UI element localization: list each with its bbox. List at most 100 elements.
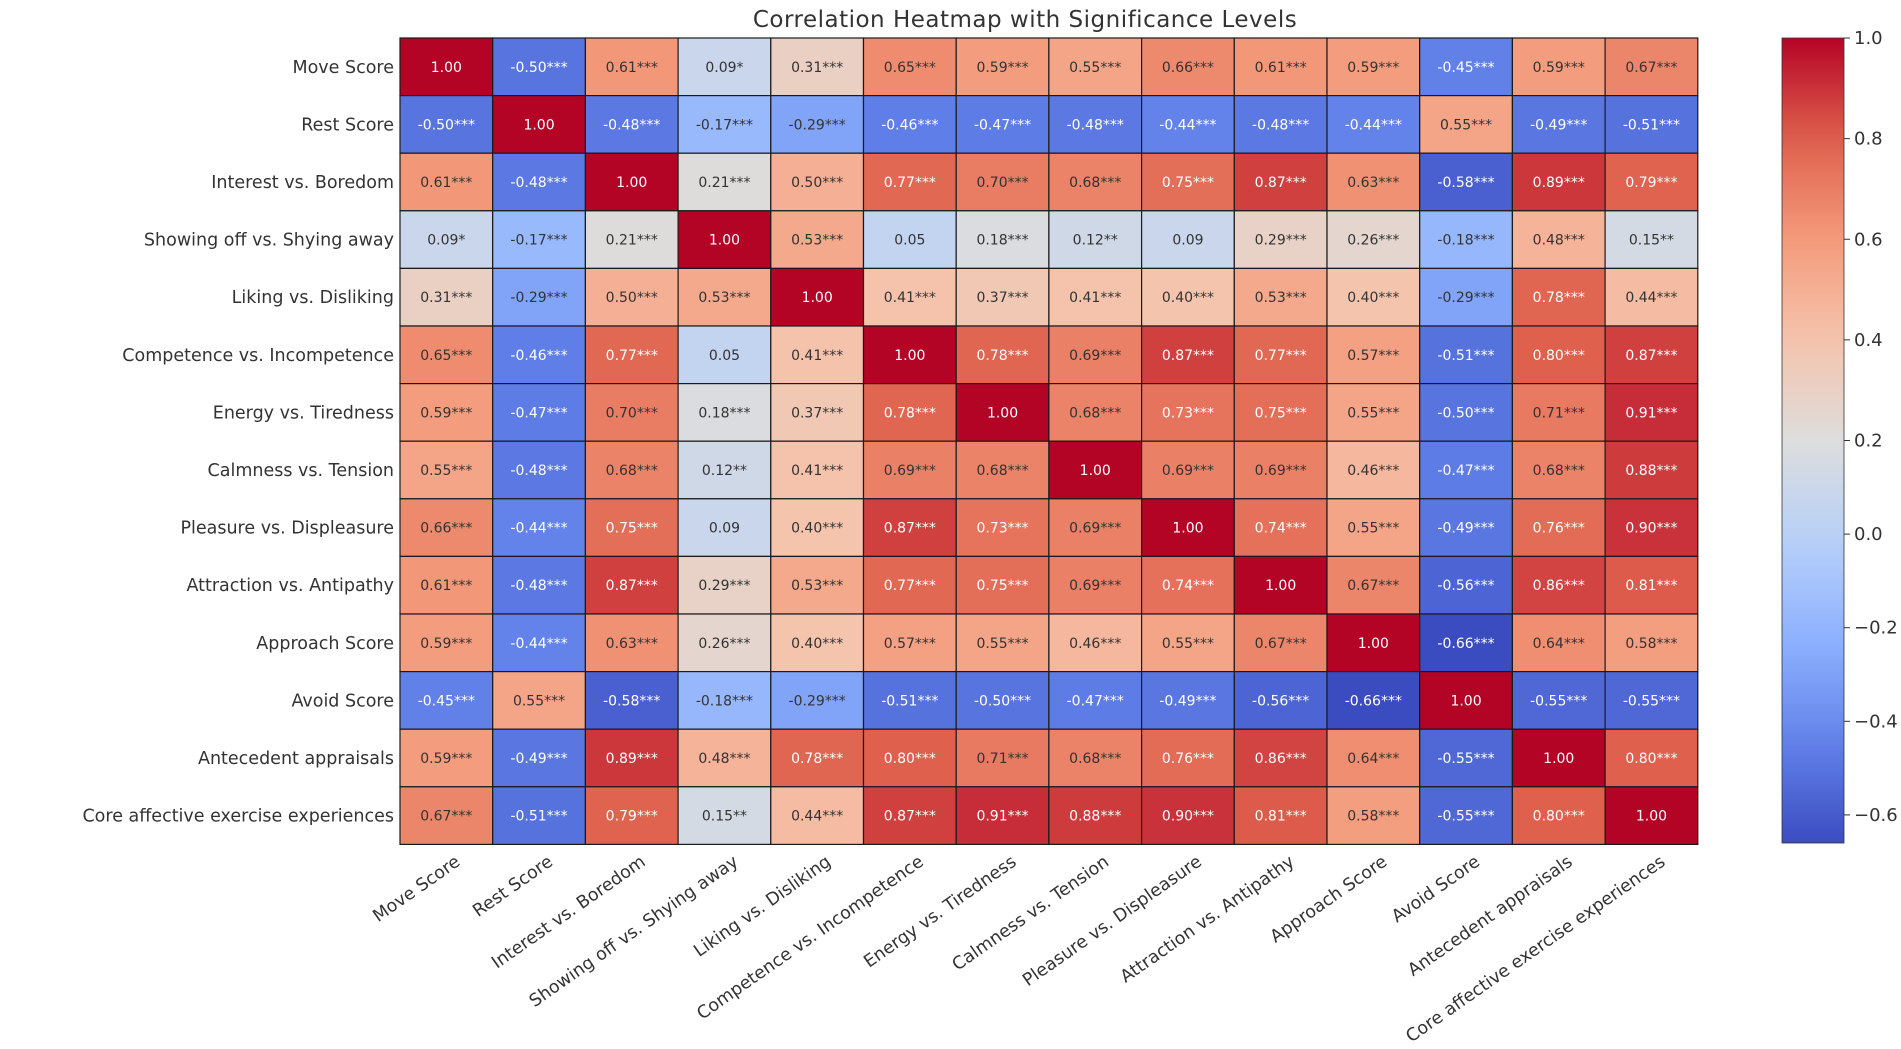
- colorbar-tick-label: −0.2: [1854, 618, 1898, 639]
- cell-value-label: -0.50***: [510, 60, 567, 76]
- cell-value-label: -0.49***: [1530, 117, 1587, 133]
- cell-value-label: 0.76***: [1533, 521, 1585, 537]
- colorbar-tick-label: 0.8: [1854, 129, 1883, 150]
- cell-value-label: 0.76***: [1162, 751, 1214, 767]
- heatmap-cell: [1140, 94, 1235, 154]
- cell-value-label: 0.46***: [1069, 636, 1121, 652]
- heatmap-cell: [1511, 728, 1606, 788]
- heatmap-cell: [492, 37, 587, 97]
- heatmap-cell: [1233, 440, 1328, 500]
- heatmap-cell: [1604, 555, 1699, 615]
- cell-value-label: 1.00: [1636, 809, 1667, 825]
- cell-value-label: 0.89***: [606, 751, 658, 767]
- heatmap-cell: [862, 786, 957, 845]
- heatmap-cell: [1326, 325, 1421, 385]
- heatmap-cell: [770, 555, 865, 615]
- cell-value-label: 0.68***: [976, 463, 1028, 479]
- cell-value-label: -0.55***: [1530, 693, 1587, 709]
- cell-value-label: 1.00: [1080, 463, 1111, 479]
- heatmap-cell: [1511, 325, 1606, 385]
- cell-value-label: 0.41***: [1069, 290, 1121, 306]
- cell-value-label: 0.78***: [976, 348, 1028, 364]
- heatmap-cell: [955, 728, 1050, 788]
- heatmap-cell: [862, 210, 957, 270]
- cell-value-label: 0.71***: [1533, 405, 1585, 421]
- cell-value-label: 1.00: [431, 60, 462, 76]
- cell-value-label: -0.51***: [510, 809, 567, 825]
- cell-value-label: -0.56***: [1252, 693, 1309, 709]
- heatmap-cell: [492, 325, 587, 385]
- cell-value-label: -0.44***: [1345, 117, 1402, 133]
- cell-value-label: -0.51***: [881, 693, 938, 709]
- cell-value-label: 0.74***: [1162, 578, 1214, 594]
- heatmap-cell: [584, 210, 679, 270]
- cell-value-label: 0.37***: [791, 405, 843, 421]
- cell-value-label: 0.91***: [976, 809, 1028, 825]
- cell-value-label: 0.87***: [884, 809, 936, 825]
- cell-value-label: -0.49***: [1437, 521, 1494, 537]
- heatmap-cell: [1048, 728, 1143, 788]
- cell-value-label: -0.18***: [1437, 233, 1494, 249]
- heatmap-cell: [1140, 440, 1235, 500]
- heatmap-cell: [1419, 325, 1513, 385]
- cell-value-label: 0.81***: [1625, 578, 1677, 594]
- cell-value-label: -0.49***: [1159, 693, 1216, 709]
- cell-value-label: 0.77***: [884, 175, 936, 191]
- cell-value-label: 0.53***: [791, 578, 843, 594]
- heatmap-cell: [1604, 670, 1699, 730]
- cell-value-label: 0.55***: [1069, 60, 1121, 76]
- cell-value-label: -0.50***: [974, 693, 1031, 709]
- heatmap-cell: [677, 555, 772, 615]
- cell-value-label: 0.75***: [976, 578, 1028, 594]
- heatmap-cell: [1048, 152, 1143, 212]
- cell-value-label: -0.55***: [1437, 751, 1494, 767]
- cell-value-label: 0.68***: [1069, 751, 1121, 767]
- cell-value-label: 0.81***: [1255, 809, 1307, 825]
- heatmap-cell: [1048, 613, 1143, 673]
- row-tick-label: Move Score: [292, 58, 394, 78]
- heatmap-cell: [1511, 383, 1606, 442]
- cell-value-label: 0.48***: [698, 751, 750, 767]
- cell-value-label: 0.18***: [976, 233, 1028, 249]
- heatmap-cell: [770, 786, 865, 845]
- heatmap-cell: [955, 613, 1050, 673]
- cell-value-label: 0.67***: [1625, 60, 1677, 76]
- cell-value-label: 0.69***: [1069, 578, 1121, 594]
- cell-value-label: 0.50***: [606, 290, 658, 306]
- cell-value-label: 0.80***: [1533, 348, 1585, 364]
- colorbar-tick-label: 0.4: [1854, 330, 1883, 351]
- cell-value-label: 0.05: [894, 233, 925, 249]
- cell-value-label: 0.68***: [1533, 463, 1585, 479]
- cell-value-label: 0.55***: [1162, 636, 1214, 652]
- cell-value-label: 0.61***: [420, 578, 472, 594]
- cell-value-label: -0.48***: [510, 578, 567, 594]
- heatmap-cell: [862, 498, 957, 557]
- heatmap-cell: [1604, 613, 1699, 673]
- cell-value-label: 0.40***: [1347, 290, 1399, 306]
- cell-value-label: -0.66***: [1345, 693, 1402, 709]
- heatmap-cell: [1419, 440, 1513, 500]
- heatmap-cell: [1326, 498, 1421, 557]
- cell-value-label: -0.48***: [603, 117, 660, 133]
- colorbar-tick-label: 0.0: [1854, 524, 1883, 545]
- cell-value-label: 0.67***: [1347, 578, 1399, 594]
- heatmap-cell: [677, 94, 772, 154]
- cell-value-label: 0.55***: [420, 463, 472, 479]
- cell-value-label: 1.00: [1543, 751, 1574, 767]
- cell-value-label: 0.57***: [1347, 348, 1399, 364]
- cell-value-label: 0.53***: [791, 233, 843, 249]
- cell-value-label: 0.40***: [791, 636, 843, 652]
- heatmap-cell: [955, 498, 1050, 557]
- cell-value-label: 1.00: [616, 175, 647, 191]
- cell-value-label: -0.17***: [696, 117, 753, 133]
- heatmap-cell: [1233, 37, 1328, 97]
- row-tick-label: Rest Score: [301, 115, 394, 135]
- cell-value-label: 0.57***: [884, 636, 936, 652]
- cell-value-label: -0.55***: [1623, 693, 1680, 709]
- column-tick-label: Antecedent appraisals: [1404, 852, 1576, 981]
- cell-value-label: 0.78***: [884, 405, 936, 421]
- cell-value-label: 0.73***: [1162, 405, 1214, 421]
- heatmap-cell: [677, 383, 772, 442]
- heatmap-cell: [770, 613, 865, 673]
- heatmap-cell: [955, 670, 1050, 730]
